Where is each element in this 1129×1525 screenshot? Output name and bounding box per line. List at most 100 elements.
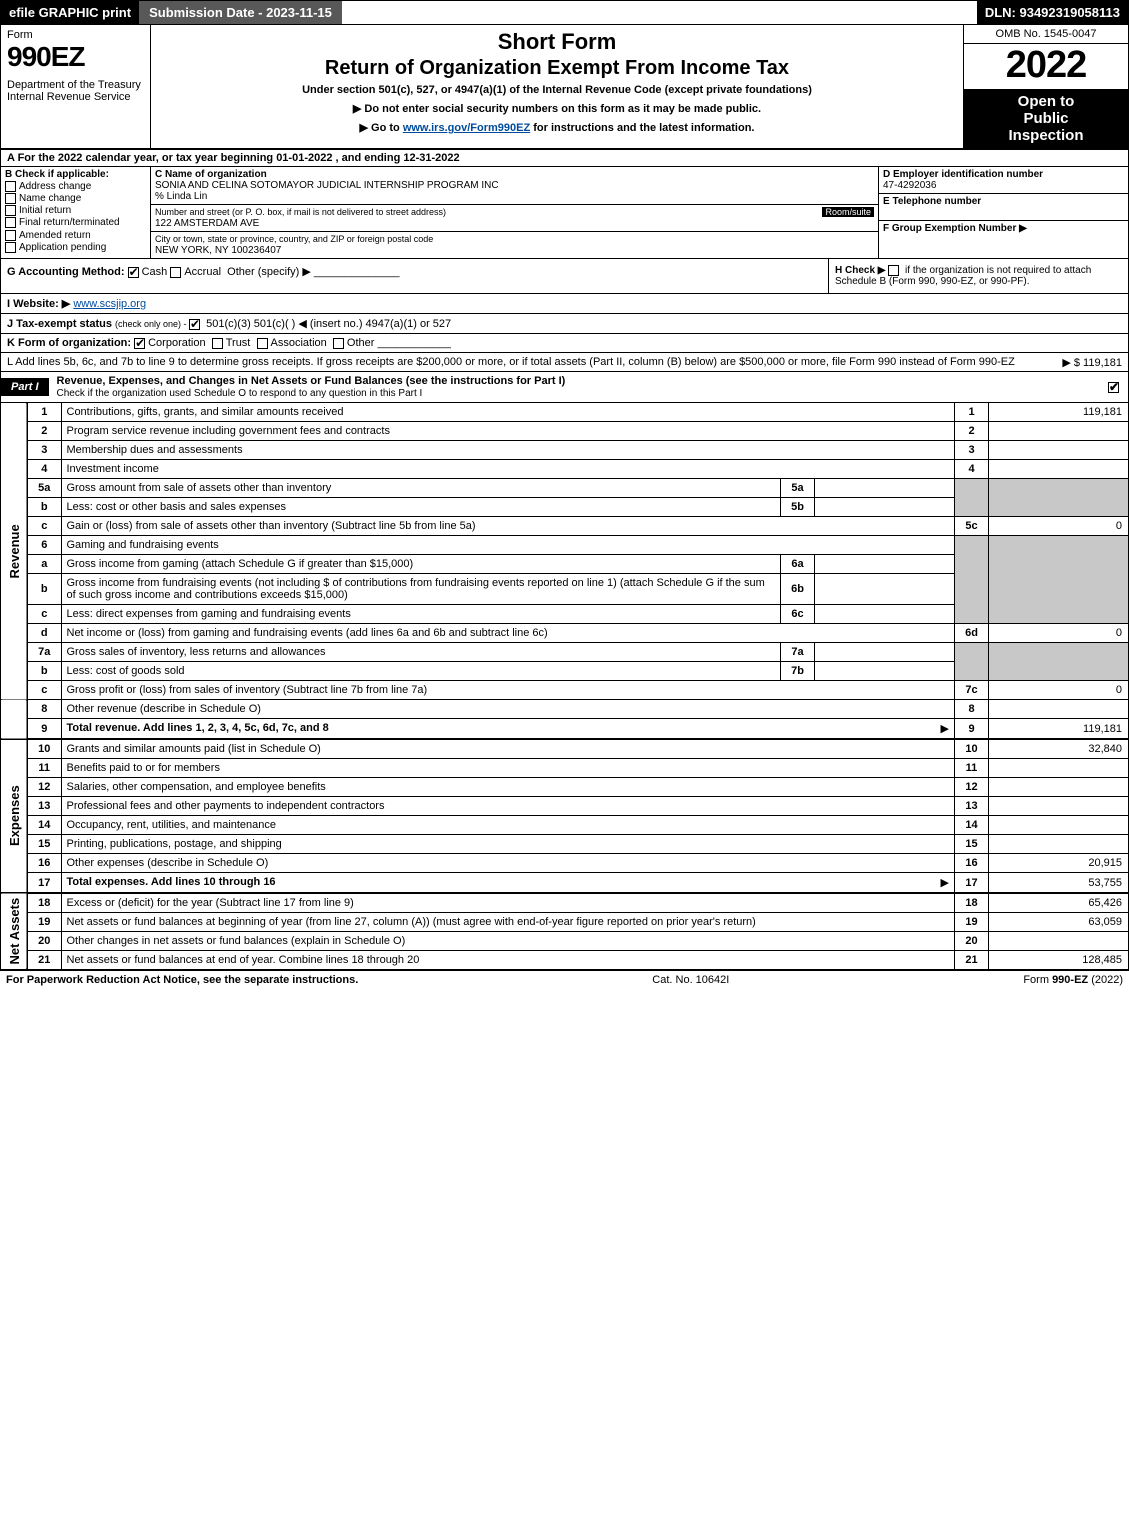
col-c: C Name of organization SONIA AND CELINA … (151, 167, 878, 258)
other-label: Other (specify) ▶ (227, 266, 311, 278)
care-of: % Linda Lin (155, 191, 207, 202)
i-label: I Website: ▶ (7, 298, 70, 310)
j-opts: 501(c)(3) 501(c)( ) ◀ (insert no.) 4947(… (206, 318, 451, 330)
row-j: J Tax-exempt status (check only one) - 5… (0, 314, 1129, 334)
chk-trust[interactable] (212, 338, 223, 349)
form-word: Form (7, 29, 144, 41)
c-label: C Name of organization (155, 169, 267, 180)
footer-right: Form 990-EZ (2022) (1023, 974, 1123, 986)
col-b: B Check if applicable: Address change Na… (1, 167, 151, 258)
title-short-form: Short Form (157, 29, 957, 55)
d-label: D Employer identification number (883, 169, 1043, 180)
arrow-note1: ▶ Do not enter social security numbers o… (157, 102, 957, 115)
chk-accrual[interactable] (170, 267, 181, 278)
line-5c: c Gain or (loss) from sale of assets oth… (1, 517, 1129, 536)
ein: 47-4292036 (883, 180, 936, 191)
k-label: K Form of organization: (7, 337, 131, 349)
line-20: 20Other changes in net assets or fund ba… (1, 932, 1129, 951)
footer-mid: Cat. No. 10642I (652, 974, 729, 986)
line-7a: 7a Gross sales of inventory, less return… (1, 643, 1129, 662)
accrual-label: Accrual (184, 266, 221, 278)
spacer (342, 1, 977, 24)
part-i-checkbox[interactable] (1108, 381, 1128, 393)
dept-line2: Internal Revenue Service (7, 91, 144, 103)
org-name: SONIA AND CELINA SOTOMAYOR JUDICIAL INTE… (155, 180, 499, 191)
f-block: F Group Exemption Number ▶ (879, 221, 1128, 236)
section-bcd: B Check if applicable: Address change Na… (0, 167, 1129, 259)
row-k: K Form of organization: Corporation Trus… (0, 334, 1129, 353)
c-street-block: Number and street (or P. O. box, if mail… (151, 205, 878, 232)
h-cell: H Check ▶ if the organization is not req… (828, 259, 1128, 293)
street-label: Number and street (or P. O. box, if mail… (155, 207, 446, 217)
line-6d: d Net income or (loss) from gaming and f… (1, 624, 1129, 643)
revenue-vlabel: Revenue (1, 403, 28, 700)
chk-association[interactable] (257, 338, 268, 349)
chk-501c3[interactable] (189, 319, 200, 330)
open-line1: Open to (966, 93, 1126, 110)
e-block: E Telephone number (879, 194, 1128, 221)
l-value: ▶ $ 119,181 (1062, 356, 1122, 369)
irs-link[interactable]: www.irs.gov/Form990EZ (403, 122, 530, 134)
line-17: 17 Total expenses. Add lines 10 through … (1, 873, 1129, 894)
header-left: Form 990EZ Department of the Treasury In… (1, 25, 151, 148)
c-name-block: C Name of organization SONIA AND CELINA … (151, 167, 878, 205)
netassets-vlabel: Net Assets (1, 893, 28, 970)
part-i-title: Revenue, Expenses, and Changes in Net As… (49, 372, 1108, 402)
line-4: 4 Investment income 4 (1, 460, 1129, 479)
open-to-public: Open to Public Inspection (964, 89, 1128, 148)
efile-label: efile GRAPHIC print (1, 1, 139, 24)
chk-other[interactable] (333, 338, 344, 349)
header-center: Short Form Return of Organization Exempt… (151, 25, 963, 148)
footer-left: For Paperwork Reduction Act Notice, see … (6, 974, 358, 986)
revenue-table: Revenue 1 Contributions, gifts, grants, … (0, 403, 1129, 970)
col-def: D Employer identification number 47-4292… (878, 167, 1128, 258)
chk-cash[interactable] (128, 267, 139, 278)
line-18: Net Assets 18Excess or (deficit) for the… (1, 893, 1129, 913)
form-number: 990EZ (7, 41, 144, 73)
line-6: 6 Gaming and fundraising events (1, 536, 1129, 555)
dept-line1: Department of the Treasury (7, 79, 144, 91)
row-a: A For the 2022 calendar year, or tax yea… (0, 150, 1129, 167)
line-3: 3 Membership dues and assessments 3 (1, 441, 1129, 460)
line-8: 8 Other revenue (describe in Schedule O)… (1, 700, 1129, 719)
chk-h[interactable] (888, 265, 899, 276)
expenses-vlabel: Expenses (1, 739, 28, 893)
form-header: Form 990EZ Department of the Treasury In… (0, 25, 1129, 150)
header-right: OMB No. 1545-0047 2022 Open to Public In… (963, 25, 1128, 148)
chk-corporation[interactable] (134, 338, 145, 349)
part-i-tag: Part I (1, 378, 49, 396)
e-label: E Telephone number (883, 196, 981, 207)
line-9: 9 Total revenue. Add lines 1, 2, 3, 4, 5… (1, 719, 1129, 740)
d-block: D Employer identification number 47-4292… (879, 167, 1128, 194)
title-return: Return of Organization Exempt From Incom… (157, 57, 957, 80)
line-12: 12Salaries, other compensation, and empl… (1, 778, 1129, 797)
dln-label: DLN: 93492319058113 (977, 1, 1128, 24)
chk-amended-return[interactable]: Amended return (5, 230, 146, 241)
l-text: L Add lines 5b, 6c, and 7b to line 9 to … (7, 356, 1015, 368)
subtitle: Under section 501(c), 527, or 4947(a)(1)… (157, 84, 957, 96)
chk-address-change[interactable]: Address change (5, 181, 146, 192)
chk-name-change[interactable]: Name change (5, 193, 146, 204)
row-l: L Add lines 5b, 6c, and 7b to line 9 to … (0, 353, 1129, 372)
line-11: 11Benefits paid to or for members11 (1, 759, 1129, 778)
line-14: 14Occupancy, rent, utilities, and mainte… (1, 816, 1129, 835)
line-16: 16Other expenses (describe in Schedule O… (1, 854, 1129, 873)
j-sub: (check only one) - (115, 319, 189, 329)
f-label: F Group Exemption Number ▶ (883, 223, 1027, 234)
line-10: Expenses 10 Grants and similar amounts p… (1, 739, 1129, 759)
city: NEW YORK, NY 100236407 (155, 245, 281, 256)
row-i: I Website: ▶ www.scsjip.org (0, 294, 1129, 314)
city-label: City or town, state or province, country… (155, 234, 433, 244)
line-2: 2 Program service revenue including gove… (1, 422, 1129, 441)
h-label1: H Check ▶ (835, 265, 885, 276)
line-13: 13Professional fees and other payments t… (1, 797, 1129, 816)
room-label: Room/suite (822, 207, 874, 217)
line-1: Revenue 1 Contributions, gifts, grants, … (1, 403, 1129, 422)
line-21: 21Net assets or fund balances at end of … (1, 951, 1129, 970)
line-5a: 5a Gross amount from sale of assets othe… (1, 479, 1129, 498)
chk-initial-return[interactable]: Initial return (5, 205, 146, 216)
top-bar: efile GRAPHIC print Submission Date - 20… (0, 0, 1129, 25)
chk-final-return[interactable]: Final return/terminated (5, 217, 146, 228)
website-link[interactable]: www.scsjip.org (73, 298, 146, 310)
chk-application-pending[interactable]: Application pending (5, 242, 146, 253)
